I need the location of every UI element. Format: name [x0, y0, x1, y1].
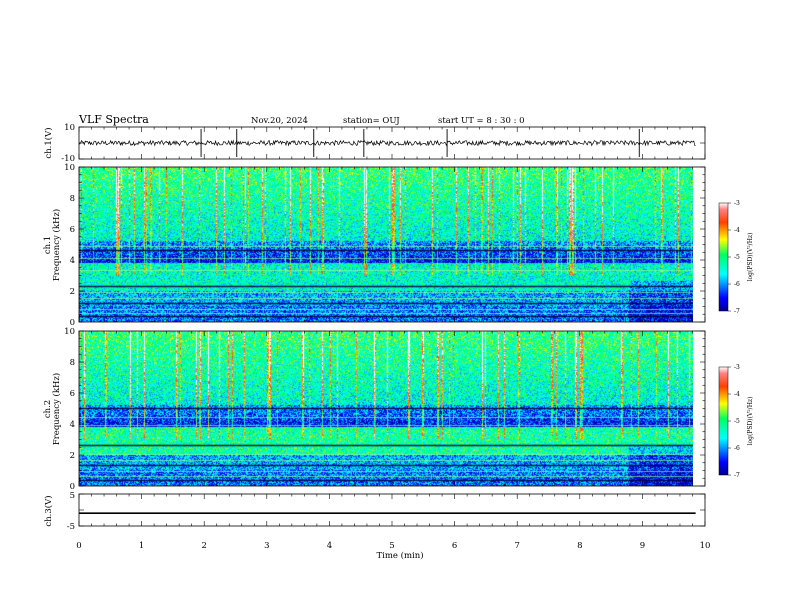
time-tick-label: 3 — [264, 541, 269, 551]
ch2-colorbar-label: log(PSD)(V²/Hz) — [747, 397, 754, 446]
ch3-ylabel: ch.3(V) — [43, 495, 54, 526]
ch1-spectrogram-image — [79, 167, 693, 322]
freq-tick-label: 10 — [64, 163, 75, 173]
ch1-colorbar-label: log(PSD)(V²/Hz) — [747, 233, 754, 282]
colorbar-tick-label: -7 — [734, 472, 740, 479]
ch3-ytick-bottom: -5 — [67, 522, 75, 532]
x-axis-label: Time (min) — [376, 550, 423, 561]
time-tick-label: 5 — [389, 541, 394, 551]
station-label: station= OUJ — [343, 116, 400, 126]
ch2-colorbar: -3 -4 -5 -6 -7 log(PSD)(V²/Hz) — [718, 364, 754, 479]
ch1-spectrogram-panel: 0 2 4 6 8 10 ch.1 Frequency (kHz) -3 -4 -5 -6 -7 … — [43, 163, 754, 328]
colorbar-tick-label: -4 — [734, 227, 740, 234]
freq-tick-label: 6 — [70, 225, 75, 235]
ch3-waveform-panel: 5 -5 ch.3(V) 0 1 2 3 4 5 6 7 8 9 10 Time (min) — [43, 491, 710, 561]
ch1-ytick-top: 10 — [64, 123, 75, 133]
time-tick-label: 7 — [514, 541, 519, 551]
time-tick-label: 4 — [327, 541, 332, 551]
ch1-ylabel: ch.1(V) — [43, 127, 54, 158]
ch1-colorbar-ticks: -3 -4 -5 -6 -7 — [728, 200, 740, 315]
figure-title: VLF Spectra — [78, 113, 149, 126]
colorbar-tick-label: -7 — [734, 308, 740, 315]
freq-tick-label: 8 — [70, 194, 75, 204]
ch2-spectrogram-image — [79, 331, 693, 486]
freq-tick-label: 2 — [70, 451, 75, 461]
ch1-waveform-trace — [78, 129, 696, 157]
ch1-spectrogram-ticks — [78, 166, 706, 323]
ch1-spec-ylabel-channel: ch.1 — [43, 236, 53, 254]
time-tick-label: 6 — [452, 541, 457, 551]
freq-tick-label: 2 — [70, 287, 75, 297]
time-tick-label: 9 — [640, 541, 645, 551]
ch2-spectrogram-panel: 0 2 4 6 8 10 ch.2 Frequency (kHz) -3 -4 -5 -6 -7 … — [43, 327, 754, 492]
time-tick-label: 2 — [201, 541, 206, 551]
ch1-noise-trace — [78, 139, 696, 147]
time-axis-tick-labels: 0 1 2 3 4 5 6 7 8 9 10 — [76, 541, 710, 551]
ch1-colorbar-gradient — [718, 202, 729, 312]
colorbar-tick-label: -4 — [734, 391, 740, 398]
time-tick-label: 8 — [577, 541, 582, 551]
time-tick-label: 10 — [700, 541, 711, 551]
colorbar-tick-label: -3 — [734, 364, 740, 371]
colorbar-tick-label: -5 — [734, 418, 740, 425]
start-ut-label: start UT = 8 : 30 : 0 — [438, 116, 525, 126]
ch2-colorbar-gradient — [718, 366, 729, 476]
freq-tick-label: 4 — [70, 420, 75, 430]
ch2-spectrogram-ytick-labels: 0 2 4 6 8 10 — [64, 327, 75, 492]
freq-tick-label: 6 — [70, 389, 75, 399]
freq-tick-label: 8 — [70, 358, 75, 368]
ch1-spectrogram-ytick-labels: 0 2 4 6 8 10 — [64, 163, 75, 328]
ch2-spectrogram-ticks — [78, 330, 706, 487]
ch3-ytick-top: 5 — [70, 491, 75, 501]
ch1-ytick-bottom: -10 — [61, 154, 75, 164]
ch2-colorbar-ticks: -3 -4 -5 -6 -7 — [728, 364, 740, 479]
colorbar-tick-label: -6 — [734, 281, 740, 288]
colorbar-tick-label: -3 — [734, 200, 740, 207]
freq-tick-label: 4 — [70, 256, 75, 266]
colorbar-tick-label: -6 — [734, 445, 740, 452]
time-tick-label: 0 — [76, 541, 81, 551]
ch3-waveform-ticks — [78, 493, 706, 527]
ch1-colorbar: -3 -4 -5 -6 -7 log(PSD)(V²/Hz) — [718, 200, 754, 315]
freq-tick-label: 10 — [64, 327, 75, 337]
ch1-waveform-ticks — [78, 126, 706, 160]
date-label: Nov.20, 2024 — [251, 116, 308, 126]
ch2-spec-ylabel-channel: ch.2 — [43, 400, 53, 418]
freq-tick-label: 0 — [70, 482, 75, 492]
ch2-spec-ylabel-frequency: Frequency (kHz) — [51, 373, 62, 445]
ch1-spec-ylabel-frequency: Frequency (kHz) — [51, 209, 62, 281]
freq-tick-label: 0 — [70, 318, 75, 328]
ch1-waveform-panel: 10 -10 ch.1(V) — [43, 123, 706, 164]
colorbar-tick-label: -5 — [734, 254, 740, 261]
time-tick-label: 1 — [139, 541, 144, 551]
